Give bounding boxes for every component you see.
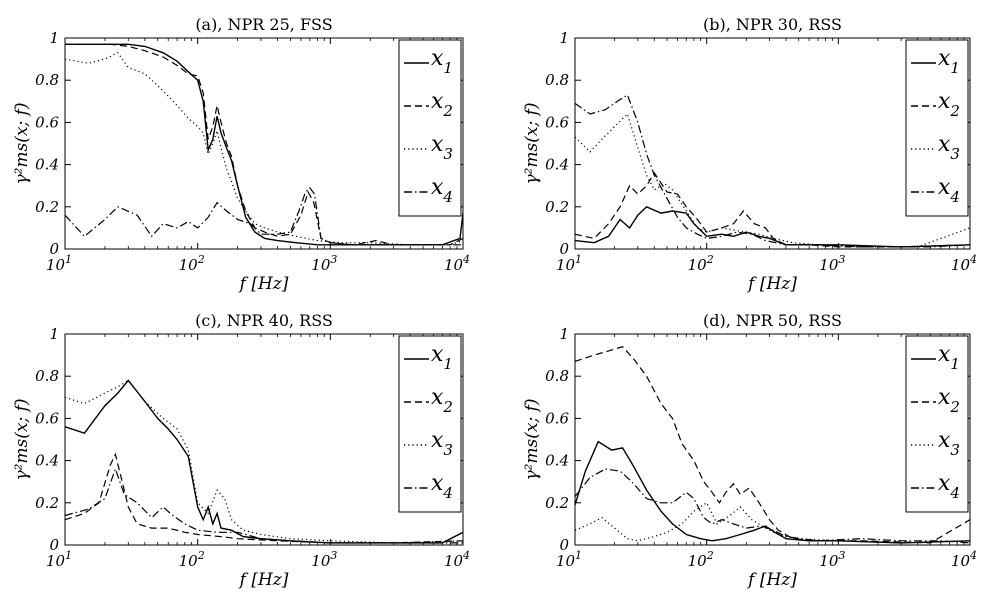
y-tick-label: 0.4 xyxy=(35,156,59,174)
x-axis-label: f [Hz] xyxy=(746,570,797,590)
legend-label-x3: x3 xyxy=(938,428,960,459)
series-line-x2 xyxy=(575,346,970,544)
legend-label-x2: x2 xyxy=(431,89,453,120)
x-tick-label: 104 xyxy=(951,253,977,274)
x-tick-label: 103 xyxy=(819,549,845,570)
chart-panel-3: (d), NPR 50, RSS 101 102 103 104 0 0.2 0.4 0.6 0.… xyxy=(522,311,977,590)
series-line-x3 xyxy=(65,379,463,544)
legend-label-x4: x4 xyxy=(431,471,453,502)
x-tick-label: 101 xyxy=(556,549,582,570)
series-line-x2 xyxy=(65,43,463,246)
y-tick-label: 0.4 xyxy=(35,452,59,470)
series-line-x4 xyxy=(65,186,463,246)
plot-frame xyxy=(64,37,464,250)
y-tick-label: 0.6 xyxy=(35,409,59,427)
x-tick-label: 101 xyxy=(46,253,72,274)
y-tick-label: 0 xyxy=(49,536,59,554)
legend-label-x2: x2 xyxy=(938,89,960,120)
x-tick-label: 102 xyxy=(688,549,714,570)
chart-panel-1: (b), NPR 30, RSS 101 102 103 104 0 0.2 0.4 0.6 0.… xyxy=(522,15,977,294)
x-axis-label: f [Hz] xyxy=(746,274,797,294)
series-line-x2 xyxy=(65,452,463,544)
chart-panel-2: (c), NPR 40, RSS 101 102 103 104 0 0.2 0.4 0.6 0.… xyxy=(12,311,470,590)
legend-label-x1: x1 xyxy=(938,46,960,77)
y-tick-label: 0.4 xyxy=(545,452,569,470)
y-axis-label: γ²ms(x; f) xyxy=(12,398,32,480)
legend-label-x2: x2 xyxy=(431,385,453,416)
y-axis-label: γ²ms(x; f) xyxy=(12,102,32,184)
y-tick-label: 0 xyxy=(559,536,569,554)
y-tick-label: 0.2 xyxy=(545,198,569,216)
legend-label-x4: x4 xyxy=(431,175,453,206)
legend-label-x3: x3 xyxy=(431,428,453,459)
y-tick-label: 0 xyxy=(49,240,59,258)
y-tick-label: 0.6 xyxy=(545,409,569,427)
series-line-x1 xyxy=(575,440,970,544)
series-line-x3 xyxy=(65,52,463,246)
y-axis-label: γ²ms(x; f) xyxy=(522,398,542,480)
y-tick-label: 1 xyxy=(559,325,569,343)
y-tick-label: 0.6 xyxy=(35,113,59,131)
chart-title: (b), NPR 30, RSS xyxy=(703,15,842,34)
y-tick-label: 0.2 xyxy=(545,494,569,512)
x-tick-label: 104 xyxy=(444,549,470,570)
plot-frame xyxy=(64,333,464,546)
y-tick-label: 0.8 xyxy=(545,367,569,385)
y-tick-label: 1 xyxy=(49,29,59,47)
x-tick-label: 103 xyxy=(311,549,337,570)
y-tick-label: 1 xyxy=(559,29,569,47)
legend-label-x1: x1 xyxy=(938,342,960,373)
series-line-x4 xyxy=(575,468,970,544)
chart-title: (c), NPR 40, RSS xyxy=(195,311,333,330)
legend-label-x4: x4 xyxy=(938,471,960,502)
y-tick-label: 0.8 xyxy=(545,71,569,89)
chart-title: (d), NPR 50, RSS xyxy=(703,311,842,330)
legend: x1 x2 x3 x4 xyxy=(398,39,462,217)
series-line-x4 xyxy=(65,467,463,544)
legend-box xyxy=(398,335,462,513)
x-tick-label: 101 xyxy=(46,549,72,570)
y-tick-label: 0.8 xyxy=(35,367,59,385)
legend-label-x3: x3 xyxy=(431,132,453,163)
chart-panel-0: (a), NPR 25, FSS 101 102 103 104 0 0.2 0.4 0.6 0.… xyxy=(12,15,470,294)
legend-box xyxy=(905,39,969,217)
y-tick-label: 0.6 xyxy=(545,113,569,131)
x-tick-label: 102 xyxy=(179,549,205,570)
x-tick-label: 103 xyxy=(819,253,845,274)
x-tick-label: 102 xyxy=(179,253,205,274)
plot-frame xyxy=(574,37,971,250)
legend-label-x1: x1 xyxy=(431,342,453,373)
y-tick-label: 0 xyxy=(559,240,569,258)
legend: x1 x2 x3 x4 xyxy=(905,39,969,217)
y-tick-label: 0.2 xyxy=(35,198,59,216)
legend-box xyxy=(905,335,969,513)
y-axis-label: γ²ms(x; f) xyxy=(522,102,542,184)
y-tick-label: 0.2 xyxy=(35,494,59,512)
y-tick-label: 0.8 xyxy=(35,71,59,89)
legend: x1 x2 x3 x4 xyxy=(398,335,462,513)
x-tick-label: 104 xyxy=(444,253,470,274)
chart-title: (a), NPR 25, FSS xyxy=(195,15,332,34)
y-tick-label: 0.4 xyxy=(545,156,569,174)
series-line-x3 xyxy=(575,112,970,248)
y-tick-label: 1 xyxy=(49,325,59,343)
x-tick-label: 104 xyxy=(951,549,977,570)
legend-label-x2: x2 xyxy=(938,385,960,416)
series-line-x4 xyxy=(575,94,970,248)
series-line-x1 xyxy=(575,205,970,248)
x-axis-label: f [Hz] xyxy=(238,570,289,590)
legend-box xyxy=(398,39,462,217)
x-tick-label: 102 xyxy=(688,253,714,274)
x-tick-label: 103 xyxy=(311,253,337,274)
legend-label-x4: x4 xyxy=(938,175,960,206)
x-axis-label: f [Hz] xyxy=(238,274,289,294)
legend-label-x1: x1 xyxy=(431,46,453,77)
legend-label-x3: x3 xyxy=(938,132,960,163)
legend: x1 x2 x3 x4 xyxy=(905,335,969,513)
x-tick-label: 101 xyxy=(556,253,582,274)
